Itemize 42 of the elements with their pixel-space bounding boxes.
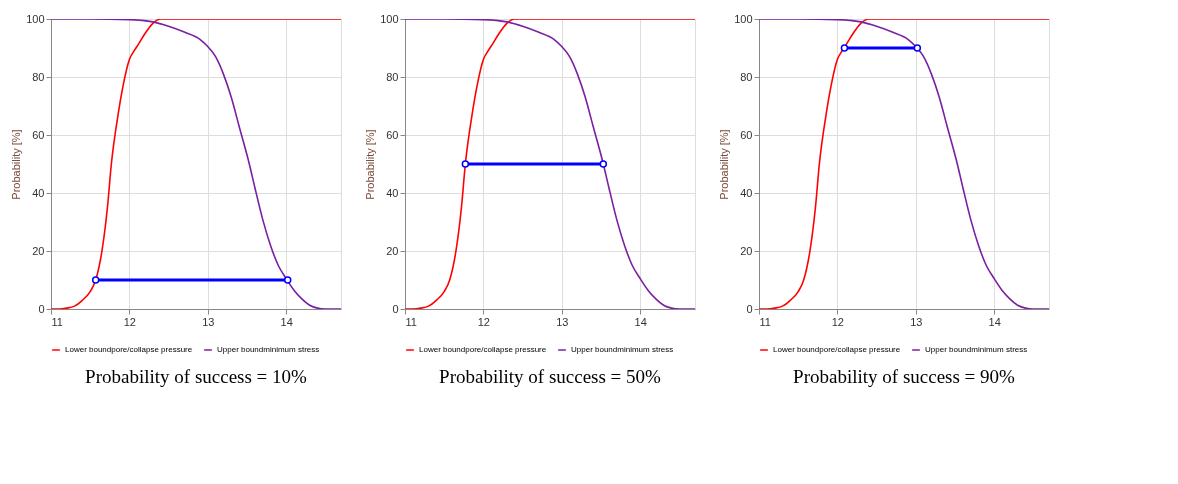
y-tick-label: 80 [386,70,399,83]
y-tick-label: 60 [386,128,399,141]
y-tick-label: 100 [26,12,45,25]
x-tick-label: 12 [123,315,136,328]
legend-label: Upper boundminimum stress [217,345,320,354]
x-tick-label: 11 [759,315,771,328]
x-tick-label: 13 [202,315,215,328]
x-tick-label: 11 [51,315,63,328]
y-tick-label: 40 [32,186,45,199]
y-tick-label: 40 [740,186,753,199]
legend-label: Lower boundpore/collapse pressure [773,345,901,354]
legend-label: Lower boundpore/collapse pressure [65,345,193,354]
y-axis-title: Probability [%] [10,129,23,200]
y-tick-label: 20 [32,244,45,257]
y-tick-label: 0 [746,302,753,315]
y-tick-label: 80 [740,70,753,83]
y-tick-label: 100 [734,12,753,25]
x-tick-label: 14 [280,315,293,328]
x-tick-label: 12 [477,315,490,328]
legend-label: Upper boundminimum stress [925,345,1028,354]
y-axis-title: Probability [%] [718,129,731,200]
y-axis-title: Probability [%] [364,129,377,200]
x-tick-label: 11 [405,315,417,328]
y-tick-label: 20 [740,244,753,257]
text: Probability of success = 10% [85,366,308,387]
legend-label: Lower boundpore/collapse pressure [419,345,547,354]
y-tick-label: 100 [380,12,399,25]
y-tick-label: 60 [740,128,753,141]
text: Probability of success = 90% [793,366,1016,387]
y-tick-label: 20 [386,244,399,257]
y-tick-label: 80 [32,70,45,83]
y-tick-label: 40 [386,186,399,199]
x-tick-label: 14 [988,315,1001,328]
x-tick-label: 12 [831,315,844,328]
y-tick-label: 0 [392,302,399,315]
y-tick-label: 0 [38,302,45,315]
legend-label: Upper boundminimum stress [571,345,674,354]
x-tick-label: 13 [556,315,569,328]
x-tick-label: 14 [634,315,647,328]
text: Probability of success = 50% [439,366,662,387]
y-tick-label: 60 [32,128,45,141]
x-tick-label: 13 [910,315,923,328]
